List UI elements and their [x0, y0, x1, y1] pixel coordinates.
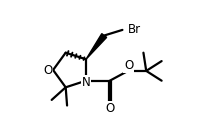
Text: N: N [82, 76, 90, 89]
Text: Br: Br [128, 23, 141, 36]
Text: O: O [105, 102, 114, 115]
Polygon shape [86, 34, 107, 59]
Text: O: O [43, 64, 52, 76]
Text: O: O [124, 59, 133, 72]
